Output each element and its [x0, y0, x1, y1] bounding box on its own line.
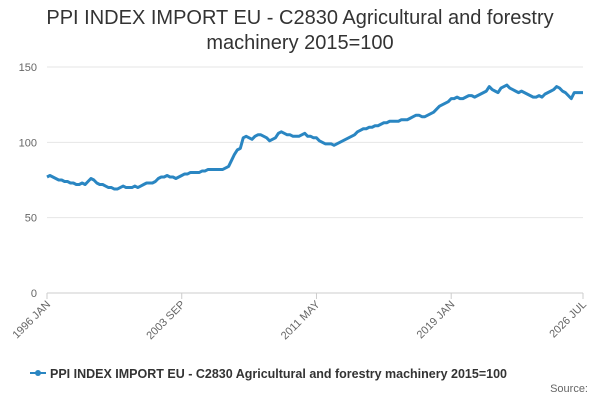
y-tick-label: 100	[19, 137, 37, 149]
x-tick-label: 1996 JAN	[10, 299, 53, 342]
chart-title: PPI INDEX IMPORT EU - C2830 Agricultural…	[46, 7, 554, 54]
legend-symbol	[35, 370, 41, 376]
x-tick-label: 2019 JAN	[415, 299, 458, 342]
y-tick-label: 50	[25, 213, 37, 225]
y-tick-label: 150	[19, 62, 37, 74]
x-tick-label: 2003 SEP	[144, 299, 188, 343]
source: Source:	[550, 383, 588, 395]
legend-label: PPI INDEX IMPORT EU - C2830 Agricultural…	[50, 367, 507, 381]
x-tick-label: 2026 JUL	[547, 299, 589, 341]
data-line	[46, 83, 583, 191]
x-tick-label: 2011 MAY	[279, 298, 323, 342]
y-tick-label: 0	[31, 288, 37, 300]
